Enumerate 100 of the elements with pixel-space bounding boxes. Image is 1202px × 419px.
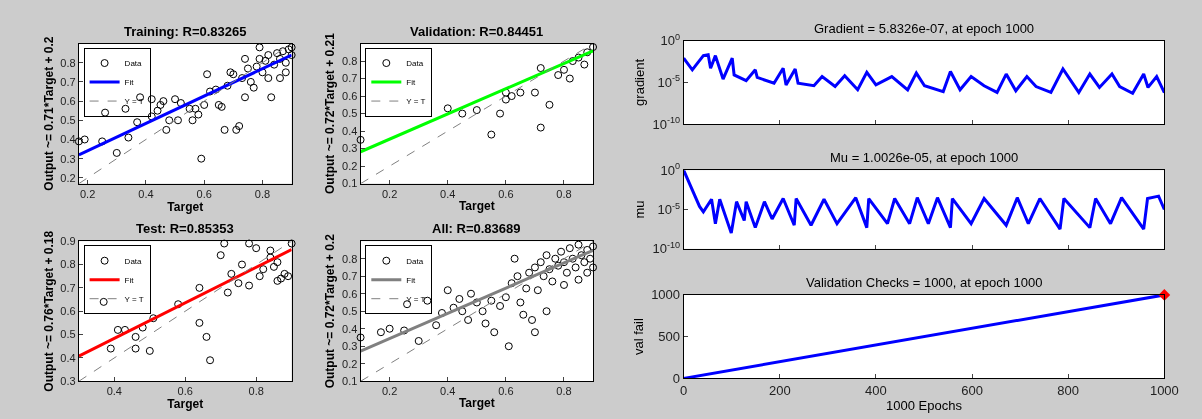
point <box>171 95 180 104</box>
point <box>545 265 554 274</box>
point <box>275 74 284 83</box>
point <box>101 108 110 117</box>
point <box>545 100 554 109</box>
point <box>472 298 481 307</box>
y-axis-title: val fail <box>631 318 647 356</box>
point <box>536 123 545 132</box>
point <box>559 280 568 289</box>
point <box>376 328 385 337</box>
legend-label: Data <box>406 256 424 266</box>
point <box>554 261 563 270</box>
point <box>113 325 122 334</box>
point <box>203 70 212 79</box>
y-tick-label: 0.5 <box>342 305 358 318</box>
point <box>287 43 296 52</box>
point <box>356 333 365 342</box>
point <box>287 239 296 248</box>
point <box>238 74 247 83</box>
point <box>507 279 516 288</box>
legend-label: Y = T <box>406 294 426 304</box>
point <box>145 346 154 355</box>
x-tick-label: 0.2 <box>79 187 96 200</box>
point <box>565 74 574 83</box>
point <box>568 254 577 263</box>
point <box>559 258 568 267</box>
point <box>245 281 254 290</box>
point <box>252 62 261 71</box>
point <box>259 265 268 274</box>
point <box>586 254 595 263</box>
point <box>574 53 583 62</box>
y-tick-label: 500 <box>658 329 681 345</box>
point <box>504 342 513 351</box>
point <box>525 268 534 277</box>
y-axis-title: Output ~= 0.71*Target + 0.2 <box>41 36 56 191</box>
y-tick-label: 0.7 <box>60 75 76 88</box>
point <box>211 85 220 94</box>
legend-label: Data <box>124 256 143 266</box>
point <box>99 297 108 306</box>
x-tick-label: 800 <box>1057 382 1080 398</box>
point <box>185 104 194 113</box>
point <box>530 263 539 272</box>
y-tick-label: 0 <box>672 370 681 386</box>
chart-title: Training: R=0.83265 <box>124 24 247 39</box>
y-tick-label: 0.2 <box>60 171 76 184</box>
point <box>385 324 394 333</box>
point <box>173 116 182 125</box>
point <box>267 93 276 102</box>
point <box>232 125 241 134</box>
x-tick-label: 0.6 <box>177 385 193 398</box>
y-tick-label: 10$^{-5}$ <box>657 200 681 218</box>
y-tick-label: 0.6 <box>60 94 76 107</box>
y-tick-label: 10$^{0}$ <box>660 161 681 178</box>
point <box>200 100 209 109</box>
y-tick-label: 0.4 <box>60 133 76 146</box>
point <box>112 148 121 157</box>
x-axis-title: Target <box>458 198 495 213</box>
point <box>478 307 487 316</box>
legend-label: Data <box>406 59 424 69</box>
point <box>559 65 568 74</box>
legend-label: Y = T <box>124 294 144 304</box>
point <box>574 240 583 249</box>
x-axis-title: Target <box>167 397 204 412</box>
point <box>245 239 254 248</box>
x-tick-label: 0.2 <box>381 187 398 200</box>
point <box>519 310 528 319</box>
point <box>217 102 226 111</box>
point <box>273 258 282 267</box>
x-tick-label: 400 <box>865 382 887 398</box>
y-axis-title: mu <box>632 200 648 219</box>
point <box>234 279 243 288</box>
point <box>237 260 246 269</box>
point <box>206 356 215 365</box>
point <box>149 314 158 323</box>
point <box>195 318 204 327</box>
y-tick-label: 0.4 <box>342 322 358 335</box>
point <box>195 283 204 292</box>
point <box>229 70 238 79</box>
point <box>562 268 571 277</box>
point <box>252 244 261 253</box>
y-tick-label: 0.8 <box>342 252 358 265</box>
point <box>539 272 548 281</box>
x-tick-label: 0.4 <box>106 385 122 398</box>
y-tick-label: 0.8 <box>342 54 358 67</box>
y-tick-label: 0.8 <box>60 258 76 271</box>
point <box>455 294 464 303</box>
y-tick-label: 0.5 <box>60 328 76 341</box>
point <box>156 100 165 109</box>
line-series <box>683 53 1165 95</box>
point <box>269 262 278 271</box>
point <box>551 254 560 263</box>
point <box>490 328 499 337</box>
point <box>522 284 531 293</box>
x-tick-label: 0.8 <box>248 385 264 398</box>
point <box>227 269 236 278</box>
point <box>443 286 452 295</box>
point <box>159 97 168 106</box>
y-tick-label: 0.1 <box>342 177 358 190</box>
point <box>226 68 235 77</box>
point <box>400 326 409 335</box>
